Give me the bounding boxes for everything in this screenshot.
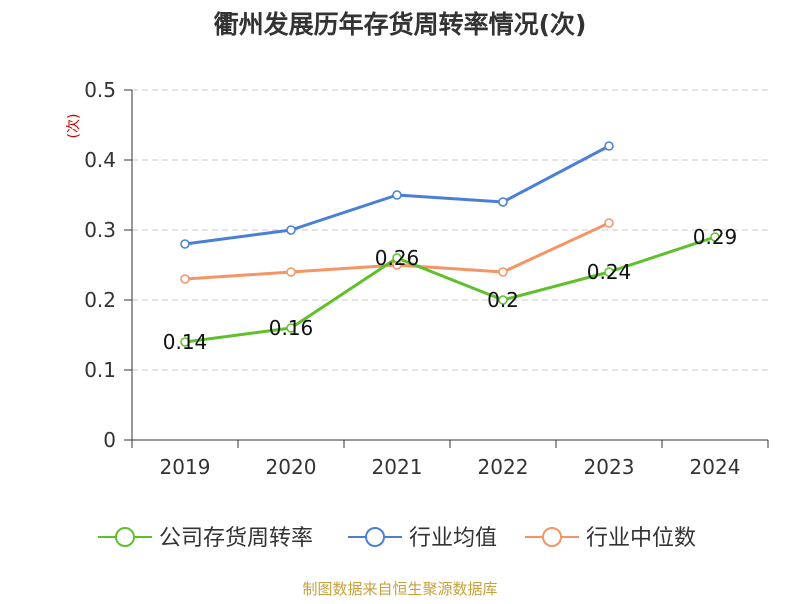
series-point-0 (286, 323, 296, 333)
series-point-1 (180, 239, 190, 249)
y-tick-label: 0.5 (84, 78, 116, 102)
legend-label: 行业均值 (409, 526, 497, 551)
data-label: 0.2 (487, 288, 519, 312)
legend: 公司存货周转率 行业均值 行业中位数 (98, 526, 696, 551)
legend-swatch-marker (542, 527, 562, 547)
series-point-1 (286, 225, 296, 235)
series-point-1 (392, 190, 402, 200)
data-label: 0.14 (163, 330, 208, 354)
grid-lines (132, 89, 768, 371)
series-layer (180, 141, 720, 347)
x-tick-label: 2021 (372, 455, 423, 479)
y-axis-label: (次) (66, 114, 82, 139)
axes: 0 0.1 0.2 0.3 0.4 0.5 2019 2020 2021 2022 2023 2024 (84, 78, 769, 479)
series-line-0 (184, 235, 716, 344)
x-tick-label: 2019 (160, 455, 211, 479)
legend-label: 行业中位数 (586, 526, 696, 551)
series-point-1 (604, 141, 614, 151)
x-tick-label: 2024 (690, 455, 741, 479)
y-tick-label: 0.2 (84, 288, 116, 312)
data-label: 0.26 (375, 246, 420, 270)
legend-swatch-marker (365, 527, 385, 547)
x-tick-label: 2020 (266, 455, 317, 479)
series-point-0 (710, 232, 720, 242)
series-point-2 (180, 274, 190, 284)
data-label: 0.24 (587, 260, 632, 284)
x-tick-label: 2023 (584, 455, 635, 479)
x-tick-label: 2022 (478, 455, 529, 479)
data-label: 0.16 (269, 316, 314, 340)
series-point-0 (604, 267, 614, 277)
series-point-2 (286, 267, 296, 277)
series-point-2 (604, 218, 614, 228)
series-point-0 (392, 253, 402, 263)
series-point-0 (498, 295, 508, 305)
source-note: 制图数据来自恒生聚源数据库 (302, 580, 497, 598)
legend-label: 公司存货周转率 (159, 526, 313, 551)
series-point-2 (498, 267, 508, 277)
y-tick-label: 0.4 (84, 148, 116, 172)
chart-title: 衢州发展历年存货周转率情况(次) (214, 10, 587, 39)
y-tick-label: 0 (103, 428, 116, 452)
series-point-0 (180, 337, 190, 347)
y-tick-label: 0.3 (84, 218, 116, 242)
y-tick-label: 0.1 (84, 358, 116, 382)
legend-swatch-marker (115, 527, 135, 547)
data-labels: 0.14 0.16 0.26 0.2 0.24 0.29 (163, 225, 738, 354)
series-point-1 (498, 197, 508, 207)
data-label: 0.29 (693, 225, 738, 249)
